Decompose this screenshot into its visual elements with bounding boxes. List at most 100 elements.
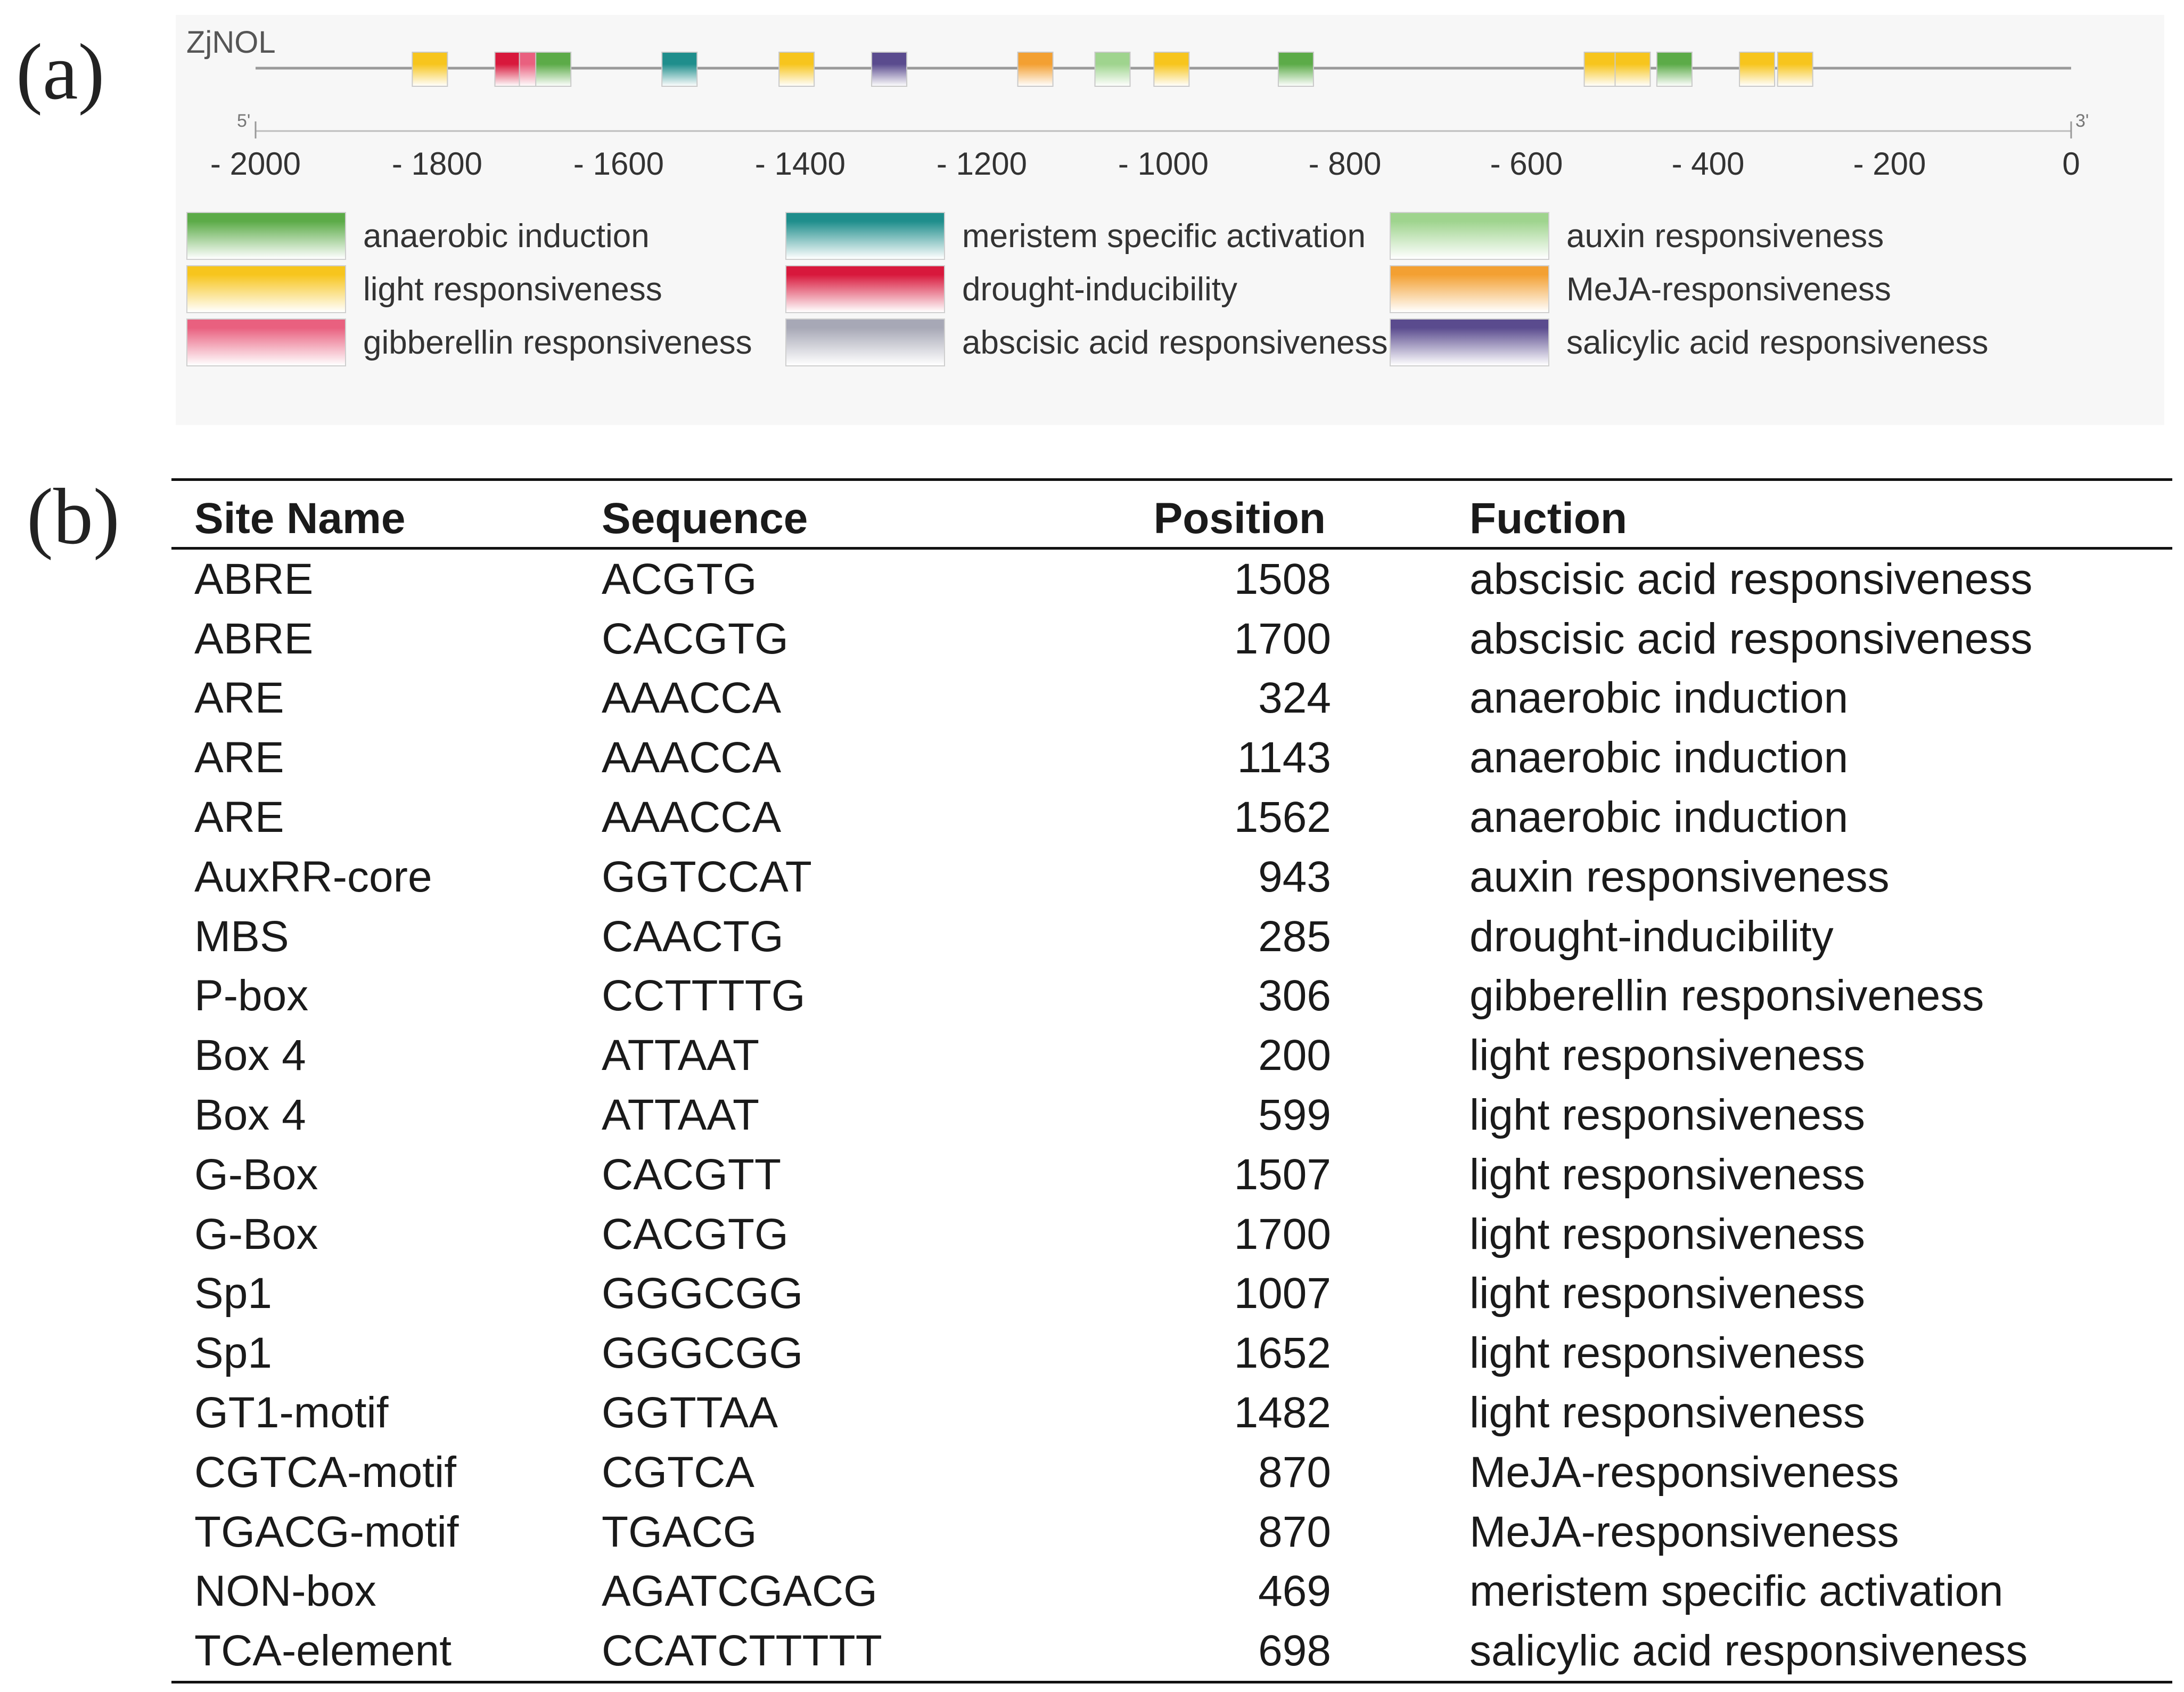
sequence-cell: CACGTG — [602, 614, 789, 663]
cis-element-light — [1583, 52, 1620, 87]
site-name-cell: ARE — [194, 733, 284, 782]
site-name-cell: AuxRR-core — [194, 852, 432, 901]
sequence-cell: CAACTG — [602, 912, 784, 961]
function-cell: light responsiveness — [1469, 1031, 1865, 1080]
function-cell: light responsiveness — [1469, 1091, 1865, 1140]
site-name-cell: Sp1 — [194, 1269, 272, 1318]
sequence-cell: ATTAAT — [602, 1091, 760, 1140]
function-cell: auxin responsiveness — [1469, 852, 1890, 901]
promoter-track: 5' 3'- 2000- 1800- 1600- 1400- 1200- 1000… — [210, 52, 2089, 182]
cis-element-light — [1739, 52, 1776, 87]
table-row: Box 4 ATTAAT 200 light responsiveness — [171, 1026, 2172, 1085]
sequence-cell: AAACCA — [602, 793, 782, 842]
table-row: ABRE ACGTG 1508 abscisic acid responsivenes… — [171, 549, 2172, 609]
axis-tick-label: 0 — [2062, 146, 2080, 182]
panel-b-label: (b) — [27, 472, 120, 561]
sequence-cell: CCTTTTG — [602, 971, 806, 1020]
panel-a-label: (a) — [16, 28, 105, 116]
legend-swatch-gibberellin — [186, 318, 346, 366]
site-name-cell: TCA-element — [194, 1626, 452, 1675]
position-cell: 1700 — [1234, 1209, 1331, 1258]
header-function: Fuction — [1469, 494, 1628, 543]
function-cell: drought-inducibility — [1469, 912, 1834, 961]
site-name-cell: ABRE — [194, 614, 314, 663]
table-row: Sp1 GGGCGG 1007 light responsiveness — [171, 1264, 2172, 1324]
table-row: AuxRR-core GGTCCAT 943 auxin responsiveness — [171, 847, 2172, 907]
legend-item-meristem: meristem specific activation — [785, 212, 1366, 260]
sequence-cell: CACGTT — [602, 1150, 782, 1199]
site-name-cell: Box 4 — [194, 1091, 306, 1140]
table-row: GT1-motif GGTTAA 1482 light responsiveness — [171, 1383, 2172, 1443]
site-name-cell: MBS — [194, 912, 289, 961]
sequence-cell: TGACG — [602, 1507, 757, 1556]
function-cell: MeJA-responsiveness — [1469, 1507, 1899, 1556]
site-name-cell: G-Box — [194, 1150, 318, 1199]
site-name-cell: NON-box — [194, 1567, 376, 1616]
sequence-cell: GGTCCAT — [602, 852, 812, 901]
table-row: Sp1 GGGCGG 1652 light responsiveness — [171, 1323, 2172, 1383]
legend-swatch-drought — [785, 265, 945, 313]
cis-element-light — [778, 52, 815, 87]
position-cell: 1700 — [1234, 614, 1331, 663]
position-cell: 1652 — [1234, 1329, 1331, 1378]
legend-swatch-salicylic — [1390, 318, 1549, 366]
position-cell: 200 — [1258, 1031, 1331, 1080]
function-cell: light responsiveness — [1469, 1150, 1865, 1199]
sequence-cell: GGGCGG — [602, 1329, 803, 1378]
site-name-cell: GT1-motif — [194, 1388, 389, 1437]
position-cell: 599 — [1258, 1091, 1331, 1140]
position-cell: 698 — [1258, 1626, 1331, 1675]
position-cell: 1007 — [1234, 1269, 1331, 1318]
legend: anaerobic induction meristem specific act… — [176, 212, 2164, 425]
table-row: ARE AAACCA 324 anaerobic induction — [171, 669, 2172, 729]
legend-label: gibberellin responsiveness — [363, 324, 752, 361]
position-cell: 285 — [1258, 912, 1331, 961]
sequence-cell: GGTTAA — [602, 1388, 778, 1437]
table-row: TCA-element CCATCTTTTT 698 salicylic acid r… — [171, 1621, 2172, 1682]
site-name-cell: Sp1 — [194, 1329, 272, 1378]
site-name-cell: ABRE — [194, 554, 314, 603]
legend-label: abscisic acid responsiveness — [962, 324, 1388, 361]
legend-swatch-abscisic — [785, 318, 945, 366]
function-cell: meristem specific activation — [1469, 1567, 2004, 1616]
position-cell: 1143 — [1237, 733, 1331, 782]
cis-element-auxin — [1094, 52, 1131, 87]
table-row: ABRE CACGTG 1700 abscisic acid responsivene… — [171, 609, 2172, 669]
legend-item-salicylic: salicylic acid responsiveness — [1390, 318, 1989, 366]
table-header-row: Site Name Sequence Position Fuction — [171, 479, 2172, 549]
function-cell: gibberellin responsiveness — [1469, 971, 1984, 1020]
function-cell: light responsiveness — [1469, 1269, 1865, 1318]
cis-element-anaerobic — [535, 52, 572, 87]
table-row: Box 4 ATTAAT 599 light responsiveness — [171, 1085, 2172, 1145]
function-cell: light responsiveness — [1469, 1388, 1865, 1437]
legend-label: drought-inducibility — [962, 271, 1237, 308]
position-cell: 306 — [1258, 971, 1331, 1020]
gene-name: ZjNOL — [186, 25, 276, 60]
header-site-name: Site Name — [194, 494, 406, 543]
function-cell: light responsiveness — [1469, 1329, 1865, 1378]
function-cell: salicylic acid responsiveness — [1469, 1626, 2028, 1675]
cis-element-salicylic — [871, 52, 908, 87]
position-cell: 1562 — [1234, 793, 1331, 842]
cis-element-table: Site Name Sequence Position Fuction ABRE… — [171, 478, 2172, 1683]
sequence-cell: CGTCA — [602, 1448, 754, 1497]
header-sequence: Sequence — [602, 494, 808, 543]
axis-tick-label: - 2000 — [210, 146, 301, 182]
legend-item-anaerobic: anaerobic induction — [186, 212, 650, 260]
sequence-cell: ACGTG — [602, 554, 757, 603]
function-cell: anaerobic induction — [1469, 733, 1849, 782]
function-cell: anaerobic induction — [1469, 674, 1849, 723]
sequence-cell: ATTAAT — [602, 1031, 760, 1080]
position-cell: 1508 — [1234, 554, 1331, 603]
function-cell: light responsiveness — [1469, 1209, 1865, 1258]
position-cell: 1482 — [1234, 1388, 1331, 1437]
position-cell: 943 — [1258, 852, 1331, 901]
position-cell: 324 — [1258, 674, 1331, 723]
axis-tick-label: - 400 — [1672, 146, 1745, 182]
sequence-cell: AGATCGACG — [602, 1567, 877, 1616]
table-row: MBS CAACTG 285 drought-inducibility — [171, 907, 2172, 967]
site-name-cell: Box 4 — [194, 1031, 306, 1080]
five-prime-label: 5' — [237, 111, 250, 131]
axis-tick-label: - 1800 — [392, 146, 482, 182]
cis-element-light — [412, 52, 448, 87]
